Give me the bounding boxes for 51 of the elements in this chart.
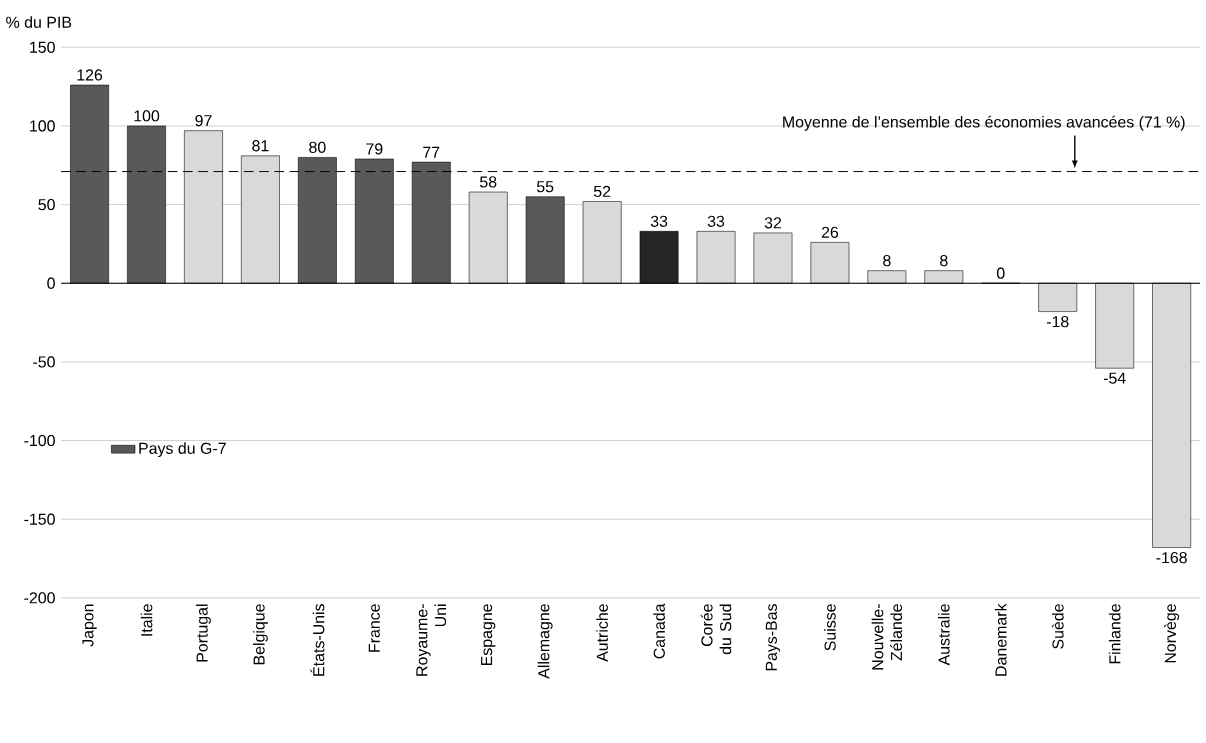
x-tick-label: Belgique (253, 604, 268, 665)
x-tick-label: Autriche (596, 604, 608, 662)
x-tick-label: Royaume-Uni (416, 604, 447, 676)
data-label: -168 (1156, 552, 1187, 564)
data-label: 77 (423, 146, 440, 158)
x-tick-label: Japon (82, 604, 97, 647)
data-label: 33 (707, 215, 725, 227)
x-tick-label: Canada (653, 603, 665, 659)
x-tick-label: Allemagne (537, 604, 553, 679)
x-tick-label: France (368, 604, 380, 652)
data-label: 8 (940, 255, 948, 267)
x-tick-label: Nouvelle-Zélande (871, 604, 903, 670)
data-label: 33 (650, 215, 668, 227)
y-axis-title: % du PIB (6, 16, 72, 28)
data-label: 26 (821, 226, 839, 238)
data-label: 52 (593, 185, 611, 198)
x-tick-label: Norvège (1164, 604, 1180, 663)
data-label: 97 (195, 115, 212, 127)
y-tick-label: 0 (47, 277, 55, 289)
x-tick-label: Portugal (196, 604, 211, 662)
x-tick-label: Danemark (994, 603, 1007, 676)
data-label: 55 (536, 181, 554, 193)
y-tick-label: 50 (38, 199, 55, 211)
y-tick-label: -50 (33, 356, 55, 368)
data-label: 0 (996, 267, 1005, 279)
data-label: 80 (309, 141, 326, 154)
x-tick-label: Suède (1051, 604, 1064, 649)
x-tick-label: États-Unis (310, 604, 325, 676)
x-tick-label: Australie (937, 604, 950, 666)
y-tick-label: 150 (30, 41, 55, 53)
data-label: -54 (1103, 372, 1126, 384)
ref-line-label: Moyenne de l’ensemble des économies avancées (71 %) (783, 115, 1185, 131)
y-tick-label: -150 (24, 513, 55, 525)
data-label: 81 (252, 140, 269, 152)
x-tick-label: Finlande (1108, 604, 1121, 664)
data-label: -18 (1046, 316, 1069, 328)
y-tick-label: -100 (24, 434, 55, 447)
data-label: 79 (366, 143, 383, 155)
legend-label: Pays du G-7 (139, 442, 226, 458)
data-label: 8 (883, 255, 891, 267)
x-tick-label: Corée du Sud (700, 604, 732, 655)
data-label: 126 (77, 69, 103, 81)
x-tick-label: Espagne (481, 604, 496, 666)
data-label: 100 (134, 110, 160, 122)
data-label: 58 (479, 176, 497, 188)
x-tick-label: Suisse (824, 604, 836, 651)
x-tick-label: Italie (140, 604, 153, 636)
data-label: 32 (764, 217, 782, 229)
y-tick-label: 100 (30, 120, 55, 132)
x-tick-label: Pays-Bas (765, 604, 781, 671)
y-tick-label: -200 (24, 592, 55, 604)
